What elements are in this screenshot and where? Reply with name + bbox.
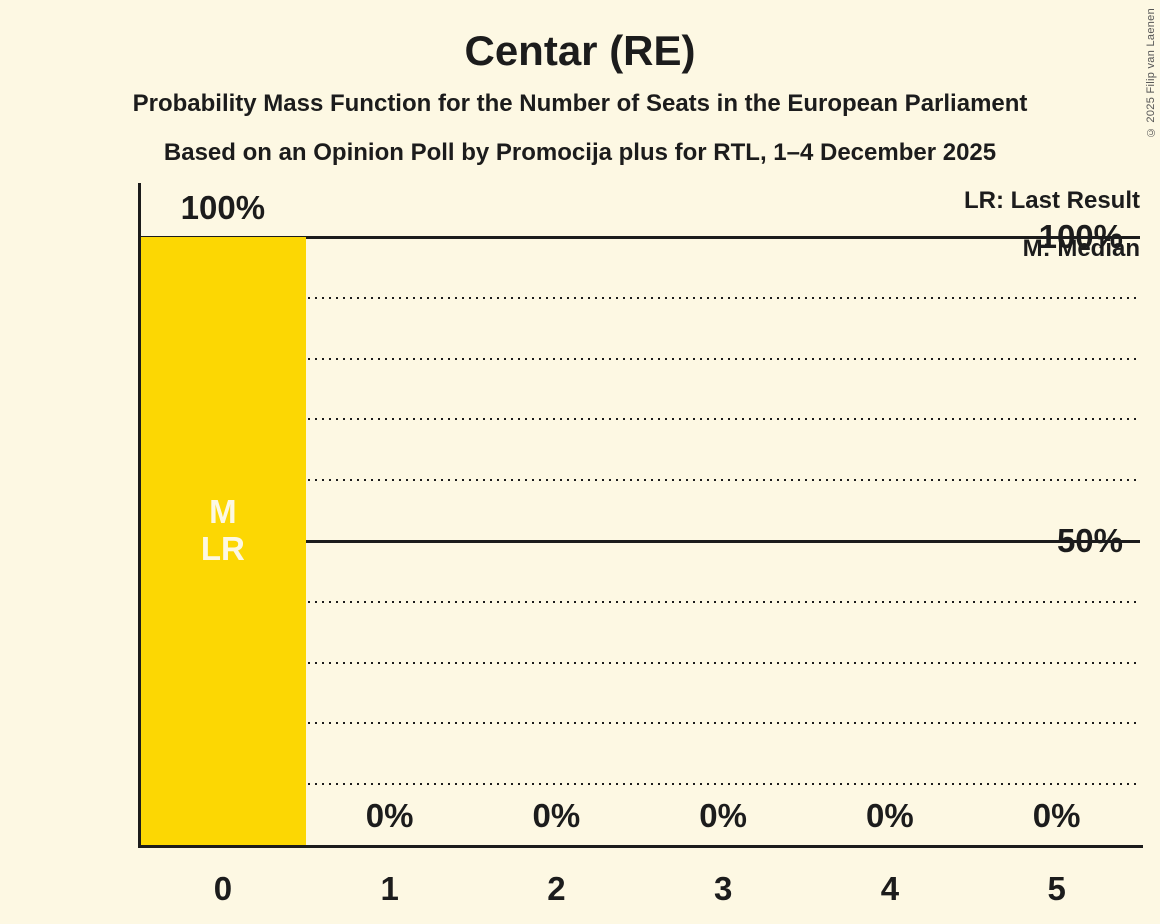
legend-last-result: LR: Last Result [963,187,1140,214]
gridline-dotted-60 [139,479,1140,482]
bar-annotation-line: LR [200,530,245,567]
bar-value-label: 0% [1032,797,1081,834]
chart-subtitle: Probability Mass Function for the Number… [132,90,1028,117]
bar-value-label: 0% [365,797,414,834]
x-axis-tick-label: 3 [713,870,733,907]
y-axis-tick-label: 100% [1038,218,1123,255]
x-axis-tick-label: 0 [213,870,233,907]
chart-title: Centar (RE) [464,27,696,74]
gridline-dotted-40 [139,600,1140,603]
x-axis-tick-label: 2 [547,870,566,907]
gridline-dotted-90 [139,296,1140,299]
legend-median: M: Median [1022,235,1140,262]
x-axis-line [138,845,1143,848]
gridline-dotted-10 [139,783,1140,786]
bar-value-label: 0% [532,797,581,834]
chart-source-line: Based on an Opinion Poll by Promocija pl… [163,139,997,166]
y-axis-line [138,183,141,848]
gridline-dotted-30 [139,661,1140,664]
bar-annotation-line: M [209,493,237,530]
x-axis-tick-label: 5 [1047,870,1066,907]
bar-value-label: 0% [699,797,747,834]
gridline-solid-100 [139,235,1140,239]
y-axis-tick-label: 50% [1056,522,1123,559]
bar-annotation: M LR [201,493,245,567]
gridline-dotted-70 [139,418,1140,421]
gridline-solid-50 [139,539,1140,543]
gridline-dotted-20 [139,722,1140,725]
bar-seats-0 [140,237,307,845]
x-axis-tick-label: 1 [380,870,399,907]
bar-value-label: 100% [180,189,266,226]
x-axis-tick-label: 4 [880,870,900,907]
gridline-dotted-80 [139,357,1140,360]
bar-value-label: 0% [866,797,914,834]
